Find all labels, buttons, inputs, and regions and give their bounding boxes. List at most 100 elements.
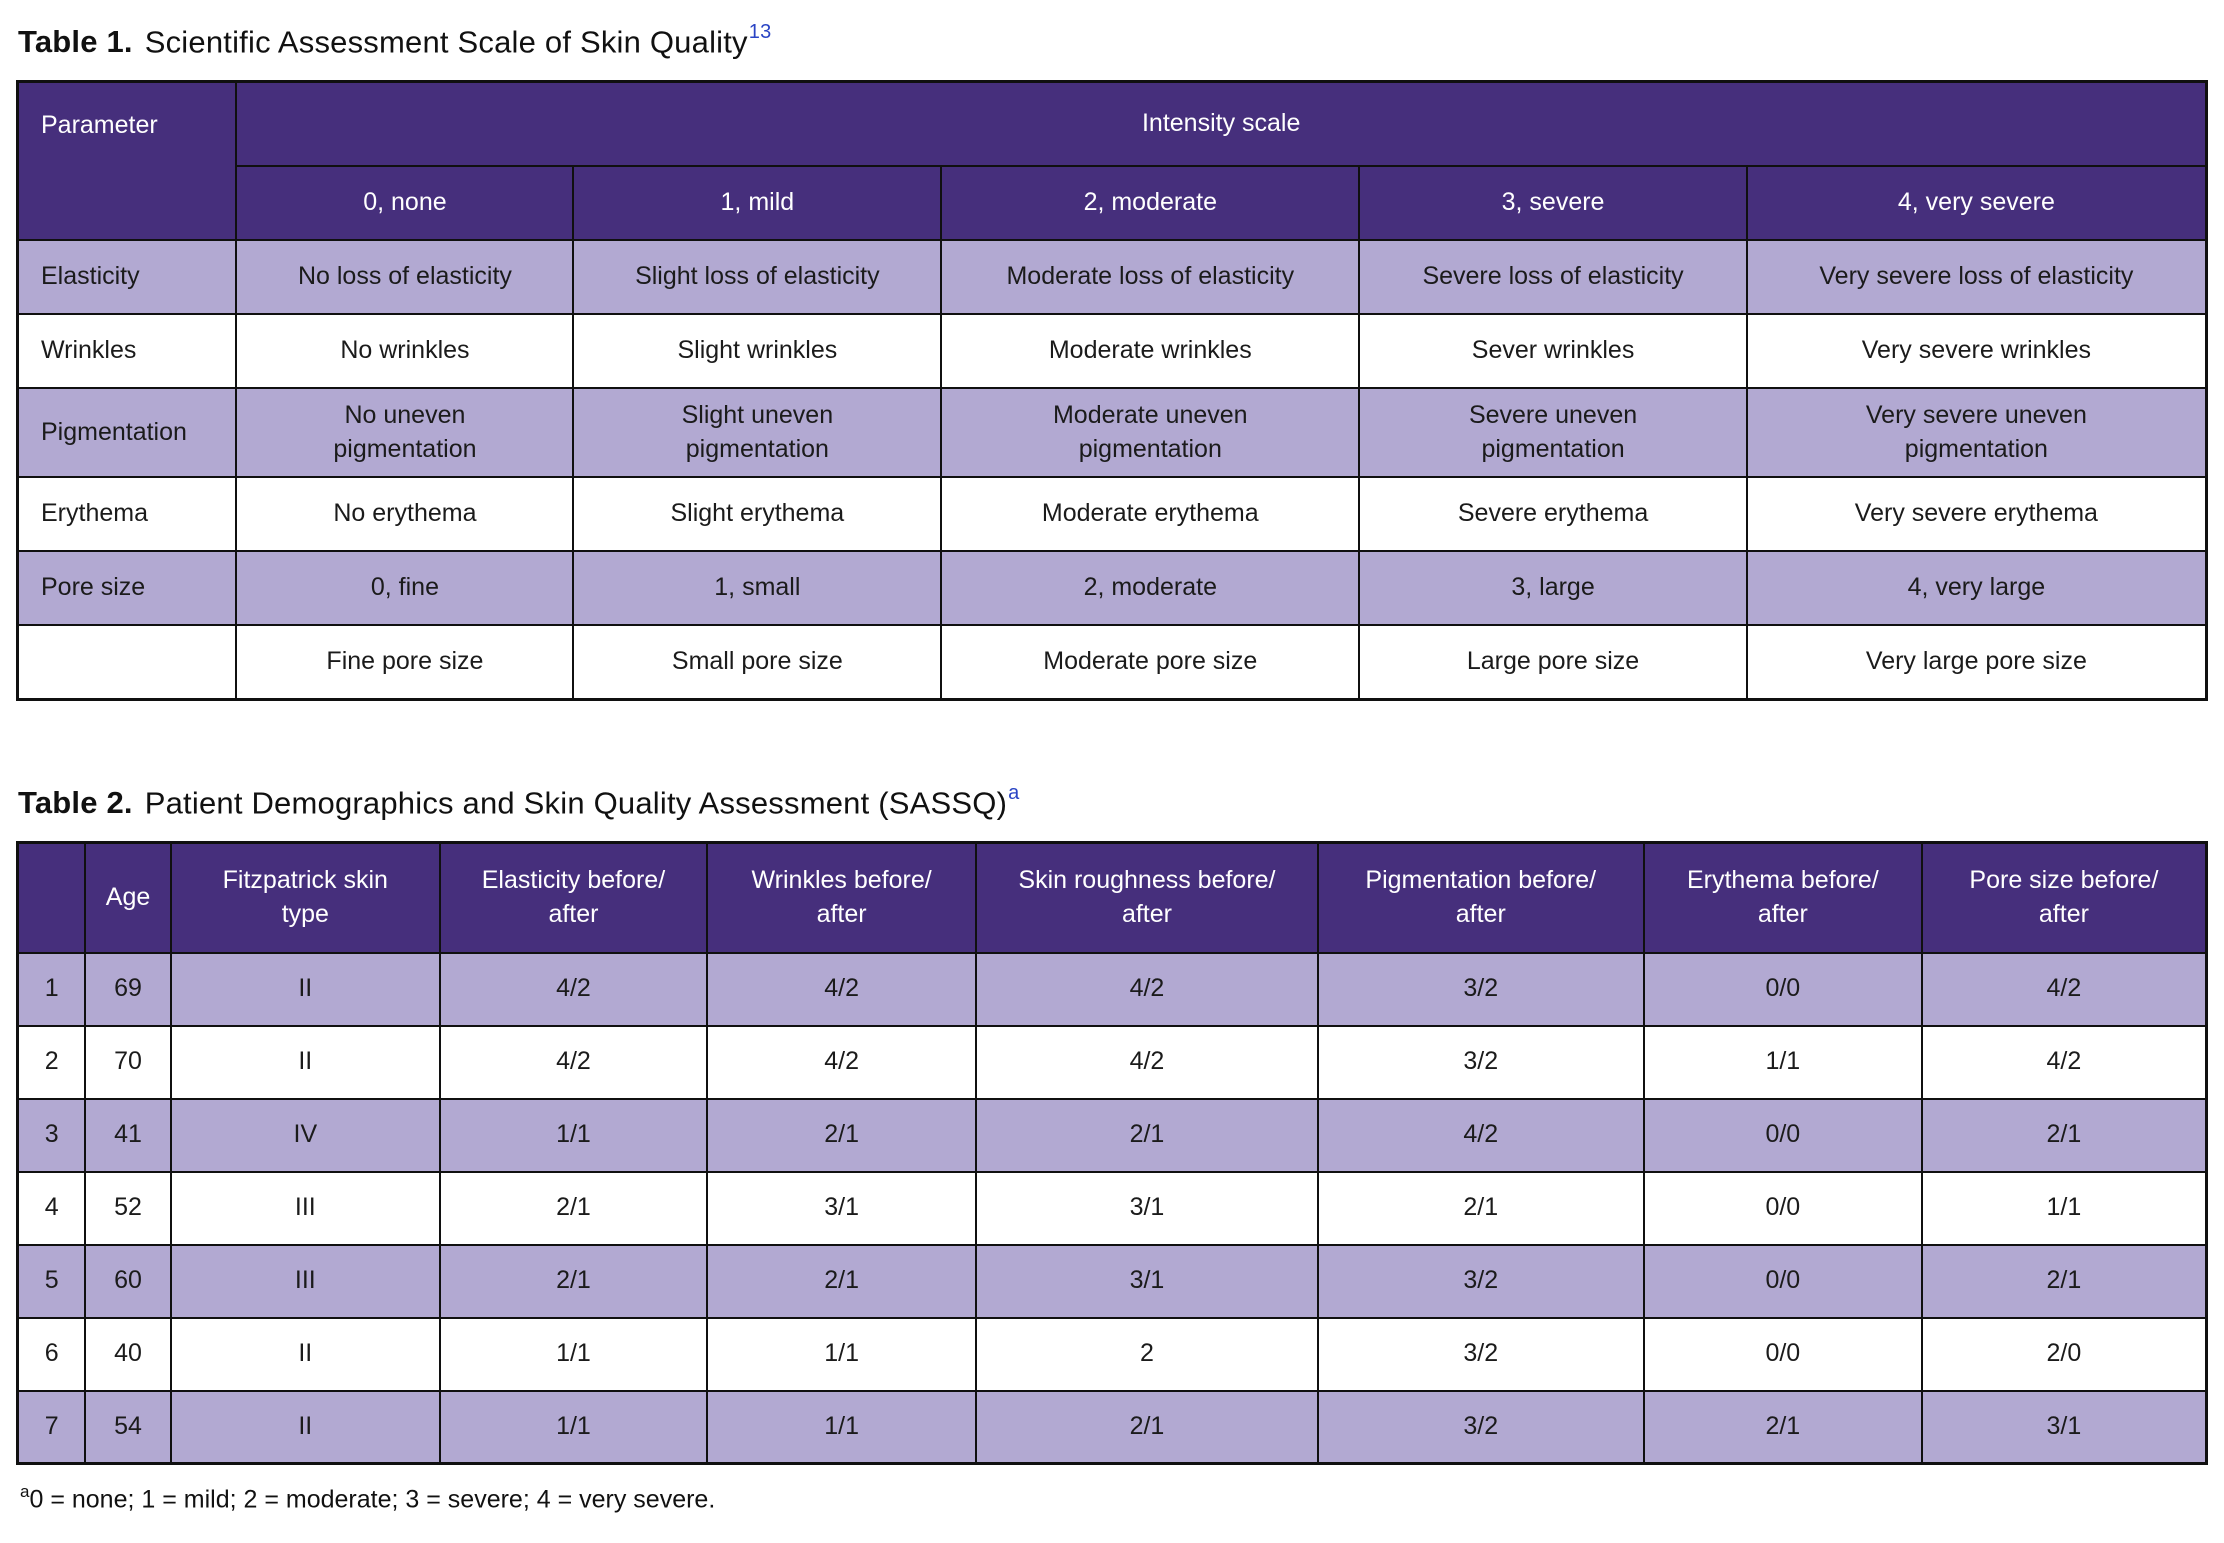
table1-cell: Slight wrinkles: [572, 312, 943, 389]
table2-cell: 2/1: [1316, 1170, 1645, 1246]
table2-row-patient-7: 7 54 II 1/1 1/1 2/1 3/2 2/1 3/1: [16, 1389, 2208, 1465]
table1-cell: No wrinkles: [235, 312, 575, 389]
table2-cell: 3/1: [1920, 1389, 2208, 1465]
table1-title-label: Table 1.: [18, 24, 133, 60]
table1-col-header-severe: 3, severe: [1358, 164, 1748, 241]
table2-cell: 0/0: [1642, 1097, 1923, 1173]
table2-cell: 0/0: [1642, 951, 1923, 1027]
table1-row-wrinkles: Wrinkles No wrinkles Slight wrinkles Mod…: [16, 312, 2208, 389]
table2-cell: 4/2: [705, 1024, 978, 1100]
table2-cell: 4/2: [705, 951, 978, 1027]
table2-cell: 3/1: [975, 1170, 1319, 1246]
table2-col-header-skin-roughness: Skin roughness before/ after: [975, 841, 1319, 954]
table1-parameter-cell: [16, 624, 238, 701]
table2-cell: 1/1: [1920, 1170, 2208, 1246]
table1-col-header-mild: 1, mild: [572, 164, 943, 241]
table1-cell: Moderate erythema: [940, 476, 1361, 553]
table2-cell: 4/2: [438, 951, 708, 1027]
table1-cell: 0, fine: [235, 550, 575, 627]
table2-cell: 2/1: [705, 1097, 978, 1173]
table2-col-header-wrinkles: Wrinkles before/ after: [705, 841, 978, 954]
table1-cell: No loss of elasticity: [235, 238, 575, 315]
table1-row-elasticity: Elasticity No loss of elasticity Slight …: [16, 238, 2208, 315]
table1-cell: No uneven pigmentation: [235, 386, 575, 479]
table1-cell: Moderate pore size: [940, 624, 1361, 701]
table1-group-header: Intensity scale: [235, 80, 2208, 167]
table2-cell: 2/1: [1642, 1389, 1923, 1465]
table2: Age Fitzpatrick skin type Elasticity bef…: [16, 841, 2208, 1466]
table2-cell: 1: [16, 951, 87, 1027]
table1-cell: No erythema: [235, 476, 575, 553]
table1-cell: Moderate loss of elasticity: [940, 238, 1361, 315]
table1-cell: Slight uneven pigmentation: [572, 386, 943, 479]
table1-cell: Small pore size: [572, 624, 943, 701]
table2-cell: 3/2: [1316, 1316, 1645, 1392]
table1-parameter-cell: Pigmentation: [16, 386, 238, 479]
table2-row-patient-2: 2 70 II 4/2 4/2 4/2 3/2 1/1 4/2: [16, 1024, 2208, 1100]
table2-col-header-elasticity: Elasticity before/ after: [438, 841, 708, 954]
table2-cell: 4/2: [1316, 1097, 1645, 1173]
table1-cell: Sever wrinkles: [1358, 312, 1748, 389]
table1-cell: 4, very large: [1745, 550, 2208, 627]
table2-cell: 2/1: [438, 1243, 708, 1319]
table2-cell: 2: [16, 1024, 87, 1100]
table2-cell: 2/1: [705, 1243, 978, 1319]
table2-cell: 3/2: [1316, 1389, 1645, 1465]
table1-cell: Slight loss of elasticity: [572, 238, 943, 315]
table1-row-pigmentation: Pigmentation No uneven pigmentation Slig…: [16, 386, 2208, 479]
table2-cell: 40: [84, 1316, 172, 1392]
table2-footnote-marker-superscript: a: [1008, 781, 1020, 804]
table1-parameter-cell: Pore size: [16, 550, 238, 627]
table2-cell: II: [169, 1316, 441, 1392]
table1-title-text: Scientific Assessment Scale of Skin Qual…: [144, 24, 748, 60]
table2-cell: II: [169, 1024, 441, 1100]
table1-row-pore-size-labels: Fine pore size Small pore size Moderate …: [16, 624, 2208, 701]
table2-cell: II: [169, 1389, 441, 1465]
table2-cell: 4/2: [975, 1024, 1319, 1100]
table2-title-label: Table 2.: [18, 785, 133, 821]
table2-cell: 6: [16, 1316, 87, 1392]
table2-row-patient-5: 5 60 III 2/1 2/1 3/1 3/2 0/0 2/1: [16, 1243, 2208, 1319]
table2-cell: II: [169, 951, 441, 1027]
table1-cell: Very large pore size: [1745, 624, 2208, 701]
table1-cell: Very severe uneven pigmentation: [1745, 386, 2208, 479]
table1-cell: Moderate uneven pigmentation: [940, 386, 1361, 479]
table1-cell: Severe loss of elasticity: [1358, 238, 1748, 315]
table2-footnote: a0 = none; 1 = mild; 2 = moderate; 3 = s…: [20, 1482, 2208, 1514]
table2-cell: 2/1: [1920, 1243, 2208, 1319]
table2-cell: 2/1: [1920, 1097, 2208, 1173]
table1-parameter-cell: Elasticity: [16, 238, 238, 315]
table2-cell: 0/0: [1642, 1316, 1923, 1392]
table2-cell: 0/0: [1642, 1243, 1923, 1319]
table2-cell: 4: [16, 1170, 87, 1246]
table2-title: Table 2. Patient Demographics and Skin Qu…: [18, 781, 2208, 821]
table2-cell: 4/2: [438, 1024, 708, 1100]
table2-cell: 7: [16, 1389, 87, 1465]
table2-cell: 3/1: [705, 1170, 978, 1246]
table2-cell: 1/1: [438, 1389, 708, 1465]
table2-title-text: Patient Demographics and Skin Quality As…: [144, 785, 1008, 821]
table2-col-header-fitzpatrick: Fitzpatrick skin type: [169, 841, 441, 954]
table2-col-header-age: Age: [84, 841, 172, 954]
table1-header-row-group: Parameter Intensity scale: [16, 80, 2208, 241]
table2-cell: III: [169, 1170, 441, 1246]
table1-parameter-cell: Erythema: [16, 476, 238, 553]
table1-col-header-very-severe: 4, very severe: [1745, 164, 2208, 241]
table2-cell: 4/2: [975, 951, 1319, 1027]
table1-cell: 2, moderate: [940, 550, 1361, 627]
table2-cell: 54: [84, 1389, 172, 1465]
table2-col-header-number: [16, 841, 87, 954]
table1-title: Table 1. Scientific Assessment Scale of S…: [18, 21, 2208, 60]
table1-citation-superscript: 13: [748, 21, 772, 43]
footnote-marker-superscript: a: [20, 1482, 30, 1502]
table2-row-patient-4: 4 52 III 2/1 3/1 3/1 2/1 0/0 1/1: [16, 1170, 2208, 1246]
table2-row-patient-6: 6 40 II 1/1 1/1 2 3/2 0/0 2/0: [16, 1316, 2208, 1392]
table1-row-erythema: Erythema No erythema Slight erythema Mod…: [16, 476, 2208, 553]
table1-parameter-cell: Wrinkles: [16, 312, 238, 389]
table2-cell: 1/1: [705, 1389, 978, 1465]
table2-cell: 3/2: [1316, 1243, 1645, 1319]
table1-cell: Slight erythema: [572, 476, 943, 553]
table2-cell: 2/0: [1920, 1316, 2208, 1392]
table2-cell: 1/1: [438, 1097, 708, 1173]
